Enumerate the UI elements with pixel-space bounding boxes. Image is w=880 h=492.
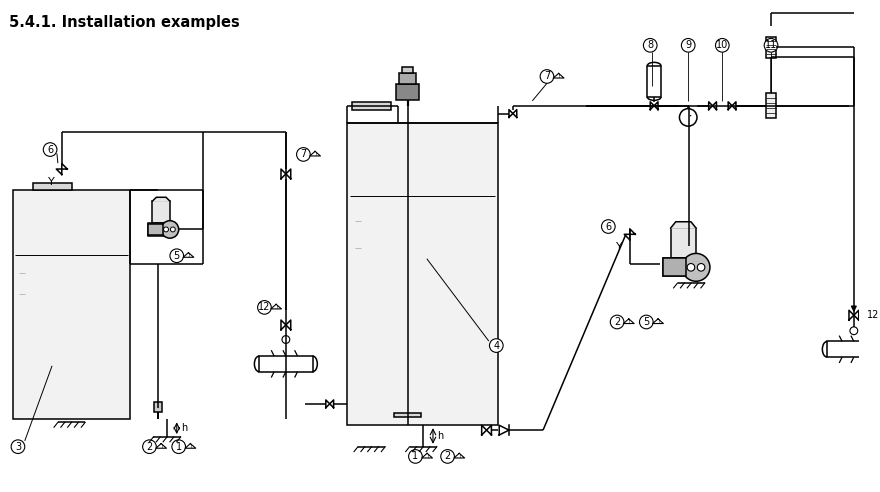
Text: 2: 2: [146, 442, 152, 452]
Text: 1: 1: [413, 452, 419, 461]
Bar: [148, 222, 175, 236]
Text: 3: 3: [15, 442, 21, 452]
Circle shape: [679, 109, 697, 126]
Text: —: —: [19, 291, 26, 297]
Polygon shape: [152, 197, 170, 201]
Text: —: —: [355, 218, 362, 224]
Circle shape: [161, 221, 179, 238]
Text: 6: 6: [605, 221, 612, 232]
Text: !: !: [189, 444, 192, 449]
Text: h: h: [436, 431, 444, 441]
Circle shape: [611, 315, 624, 329]
Text: 5: 5: [173, 251, 180, 261]
Circle shape: [715, 38, 730, 52]
Text: !: !: [627, 319, 630, 324]
Bar: [402, 67, 414, 73]
Text: 7: 7: [544, 71, 550, 82]
Text: !: !: [656, 319, 659, 324]
Bar: [648, 66, 661, 97]
Text: !: !: [275, 305, 277, 309]
Circle shape: [640, 315, 653, 329]
Bar: [348, 123, 498, 425]
Circle shape: [43, 143, 57, 156]
Circle shape: [282, 336, 290, 343]
Circle shape: [681, 38, 695, 52]
Circle shape: [867, 308, 880, 322]
Circle shape: [297, 148, 311, 161]
Circle shape: [687, 264, 694, 271]
Circle shape: [764, 38, 778, 52]
Bar: [664, 258, 686, 276]
Circle shape: [170, 249, 184, 263]
Bar: [671, 228, 696, 258]
Bar: [33, 183, 71, 190]
Bar: [13, 190, 130, 419]
Circle shape: [682, 253, 710, 281]
Bar: [399, 73, 416, 84]
Text: !: !: [458, 454, 460, 459]
Circle shape: [172, 440, 186, 454]
Text: 9: 9: [686, 40, 692, 50]
Text: !: !: [160, 444, 163, 449]
Polygon shape: [671, 222, 696, 228]
Text: 1: 1: [176, 442, 182, 452]
Bar: [152, 201, 170, 222]
Text: 2: 2: [444, 452, 451, 461]
Circle shape: [540, 70, 554, 83]
Bar: [352, 102, 391, 110]
Bar: [664, 258, 704, 276]
Circle shape: [171, 227, 175, 232]
Text: 6: 6: [47, 145, 53, 154]
Text: 2: 2: [614, 317, 620, 327]
Text: !: !: [314, 152, 317, 156]
Bar: [766, 36, 776, 58]
Text: 8: 8: [647, 40, 653, 50]
Circle shape: [602, 220, 615, 233]
Bar: [154, 402, 162, 412]
Text: 7: 7: [300, 150, 306, 159]
Circle shape: [643, 38, 657, 52]
Text: Y: Y: [616, 242, 622, 252]
Bar: [766, 93, 776, 119]
Text: h: h: [180, 423, 187, 433]
Text: 12: 12: [258, 303, 271, 312]
Text: Y: Y: [48, 177, 55, 186]
Text: —: —: [355, 245, 362, 251]
Text: 12: 12: [867, 310, 879, 320]
Text: 5: 5: [643, 317, 649, 327]
Circle shape: [408, 450, 422, 463]
Circle shape: [441, 450, 454, 463]
Text: 10: 10: [716, 40, 729, 50]
Text: —: —: [19, 270, 26, 276]
Circle shape: [850, 327, 858, 335]
Text: !: !: [557, 74, 560, 79]
Circle shape: [11, 440, 25, 454]
Circle shape: [489, 339, 503, 352]
Circle shape: [697, 264, 705, 271]
Bar: [148, 223, 163, 235]
Bar: [259, 356, 312, 371]
Circle shape: [143, 440, 157, 454]
Text: !: !: [187, 253, 190, 258]
Bar: [827, 341, 880, 357]
Circle shape: [258, 301, 271, 314]
Circle shape: [164, 227, 168, 232]
Text: !: !: [426, 454, 429, 459]
Text: 11: 11: [765, 40, 777, 50]
Text: 4: 4: [493, 340, 499, 351]
Bar: [396, 84, 420, 100]
Bar: [394, 413, 422, 418]
Text: 5.4.1. Installation examples: 5.4.1. Installation examples: [9, 15, 240, 30]
